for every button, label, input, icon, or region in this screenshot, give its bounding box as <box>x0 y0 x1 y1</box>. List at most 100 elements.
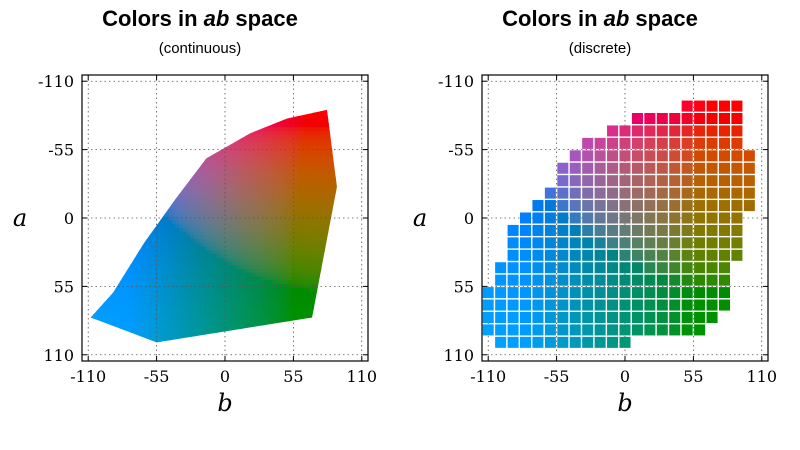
color-bin <box>743 150 755 162</box>
color-bin <box>706 212 718 224</box>
color-bin <box>557 311 569 323</box>
color-bin <box>569 150 581 162</box>
color-bin <box>619 175 631 187</box>
color-bin <box>656 324 668 336</box>
color-bin <box>656 287 668 299</box>
color-bin <box>557 287 569 299</box>
color-bin <box>656 125 668 137</box>
color-bin <box>681 137 693 149</box>
color-bin <box>644 162 656 174</box>
color-bin <box>694 187 706 199</box>
color-bin <box>607 299 619 311</box>
color-bin <box>619 200 631 212</box>
color-bin <box>569 224 581 236</box>
color-bin <box>656 249 668 261</box>
color-bin <box>656 200 668 212</box>
color-bin <box>656 137 668 149</box>
color-bin <box>743 187 755 199</box>
color-bin <box>569 274 581 286</box>
color-bin <box>669 175 681 187</box>
color-bin <box>681 224 693 236</box>
x-tick-label: 110 <box>747 367 778 386</box>
color-bin <box>607 224 619 236</box>
color-bin <box>731 212 743 224</box>
color-bin <box>557 224 569 236</box>
color-bin <box>681 287 693 299</box>
color-bin <box>557 237 569 249</box>
continuous-gamut-plot: -110 -55 0 55 110 -110 -55 0 55 110 b a <box>13 72 377 417</box>
color-bin <box>669 324 681 336</box>
color-bin <box>706 175 718 187</box>
color-bin <box>569 237 581 249</box>
color-bin <box>582 336 594 348</box>
color-bin <box>520 262 532 274</box>
color-bin <box>631 162 643 174</box>
color-bin <box>569 311 581 323</box>
color-bin <box>644 237 656 249</box>
color-bin <box>694 299 706 311</box>
color-bin <box>544 187 556 199</box>
color-bin <box>607 336 619 348</box>
color-bin <box>706 113 718 125</box>
color-bin <box>582 324 594 336</box>
color-bin <box>520 324 532 336</box>
color-bin <box>706 237 718 249</box>
color-bin <box>557 324 569 336</box>
color-bin <box>582 187 594 199</box>
x-tick-label: -55 <box>144 367 170 386</box>
color-bin <box>631 262 643 274</box>
color-bin <box>544 249 556 261</box>
color-bin <box>607 175 619 187</box>
color-bin <box>594 336 606 348</box>
color-bin <box>520 249 532 261</box>
color-bin <box>544 200 556 212</box>
color-bin <box>569 324 581 336</box>
color-bin <box>594 311 606 323</box>
color-bin <box>495 336 507 348</box>
color-bin <box>532 200 544 212</box>
color-bin <box>681 187 693 199</box>
color-bin <box>694 137 706 149</box>
color-bin <box>619 137 631 149</box>
color-bin <box>557 187 569 199</box>
color-bin <box>718 262 730 274</box>
color-bin <box>718 113 730 125</box>
color-bin <box>532 237 544 249</box>
color-bin <box>681 125 693 137</box>
color-bin <box>507 237 519 249</box>
color-bin <box>594 200 606 212</box>
color-bin <box>644 311 656 323</box>
color-bin <box>706 299 718 311</box>
color-bin <box>582 224 594 236</box>
color-bin <box>644 175 656 187</box>
color-bin <box>607 150 619 162</box>
color-bin <box>544 336 556 348</box>
color-bin <box>669 274 681 286</box>
color-bin <box>681 100 693 112</box>
color-bin <box>681 311 693 323</box>
color-bin <box>594 175 606 187</box>
x-axis-label: b <box>617 389 632 417</box>
color-bin <box>694 274 706 286</box>
color-bin <box>495 287 507 299</box>
color-bin <box>718 162 730 174</box>
color-bin <box>520 311 532 323</box>
color-bin <box>557 175 569 187</box>
color-bin <box>594 187 606 199</box>
color-bin <box>669 125 681 137</box>
color-bin <box>681 299 693 311</box>
color-bin <box>743 200 755 212</box>
color-bin <box>532 336 544 348</box>
color-bin <box>607 287 619 299</box>
color-bin <box>694 287 706 299</box>
color-bin <box>681 249 693 261</box>
color-bin <box>681 262 693 274</box>
color-bin <box>569 187 581 199</box>
color-bin <box>582 212 594 224</box>
color-bin <box>619 299 631 311</box>
color-bin <box>619 324 631 336</box>
color-bin <box>619 287 631 299</box>
color-bin <box>694 212 706 224</box>
color-bin <box>631 113 643 125</box>
color-bin <box>669 262 681 274</box>
